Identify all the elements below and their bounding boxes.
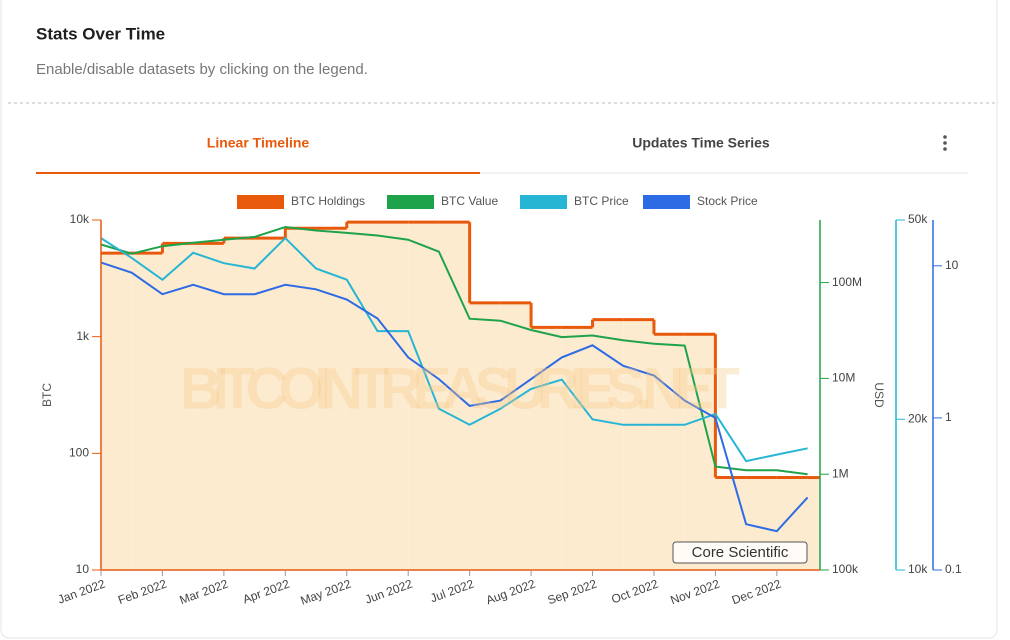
tick-label: 1M	[832, 466, 849, 480]
series-line	[100, 225, 808, 476]
annotation-box	[672, 541, 808, 564]
holdings-area	[561, 327, 593, 570]
y2-axis-title: USD	[872, 382, 886, 408]
legend-swatch	[387, 195, 434, 209]
tab[interactable]: Linear Timeline	[207, 135, 310, 151]
holdings-area	[346, 222, 378, 570]
holdings-area	[101, 253, 132, 571]
tick-label: 100k	[832, 562, 859, 576]
card-title: Stats Over Time	[36, 24, 165, 43]
tick-label: 50k	[908, 212, 928, 226]
annotation: Core Scientific	[672, 541, 808, 564]
holdings-area	[377, 222, 409, 570]
holdings-area	[623, 319, 654, 570]
holdings-area	[131, 253, 163, 571]
annotation-label: Core Scientific	[692, 544, 789, 561]
holdings-area	[500, 302, 532, 570]
tick-label: 10M	[832, 371, 855, 385]
tick-label: 1k	[76, 329, 90, 343]
legend-item[interactable]: BTC Value	[387, 194, 498, 209]
tick-label: 100	[69, 446, 89, 460]
legend-label: Stock Price	[697, 194, 758, 208]
holdings-area	[807, 477, 820, 570]
legend-item[interactable]: BTC Holdings	[237, 194, 365, 209]
tick-label: 10	[76, 562, 90, 576]
holdings-area	[316, 228, 347, 571]
legend-swatch	[643, 195, 690, 209]
holdings-area	[653, 334, 685, 570]
series-line	[100, 236, 808, 463]
menu-button[interactable]	[943, 135, 947, 151]
tick-label: 0.1	[945, 562, 962, 576]
tick-label: 100M	[832, 275, 862, 289]
legend-label: BTC Value	[441, 194, 498, 208]
legend-label: BTC Price	[574, 194, 629, 208]
tab[interactable]: Updates Time Series	[632, 135, 770, 151]
holdings-area	[193, 243, 224, 570]
legend-label: BTC Holdings	[291, 194, 365, 208]
holdings-area	[162, 243, 194, 570]
tick-label: 10	[945, 258, 959, 272]
card-subtitle: Enable/disable datasets by clicking on t…	[36, 61, 368, 78]
legend-item[interactable]: Stock Price	[643, 194, 758, 209]
watermark: BITCOINTREASURIES.NET	[180, 356, 740, 421]
tick-label: 1	[945, 410, 952, 424]
tick-label: 10k	[908, 562, 928, 576]
tick-label: 10k	[70, 212, 90, 226]
holdings-area	[684, 334, 716, 570]
y-axis-title: BTC	[40, 383, 54, 407]
legend-swatch	[237, 195, 284, 209]
legend-swatch	[520, 195, 567, 209]
series-line	[100, 261, 809, 533]
tick-label: 20k	[908, 411, 928, 425]
holdings-area	[438, 222, 470, 570]
holdings-area	[469, 302, 501, 570]
legend-item[interactable]: BTC Price	[520, 194, 629, 209]
